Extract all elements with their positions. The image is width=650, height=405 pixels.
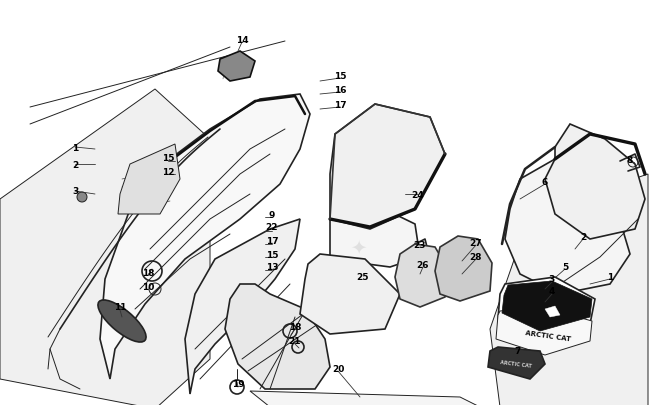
Text: 6: 6: [542, 177, 548, 186]
Text: 21: 21: [289, 337, 301, 345]
Text: 7: 7: [515, 347, 521, 356]
Polygon shape: [218, 52, 255, 82]
Text: 17: 17: [333, 100, 346, 109]
Text: 20: 20: [332, 364, 344, 373]
Ellipse shape: [98, 300, 146, 342]
Text: 18: 18: [142, 268, 154, 277]
Text: 3: 3: [549, 275, 555, 284]
Polygon shape: [330, 207, 420, 267]
Polygon shape: [250, 391, 480, 405]
Polygon shape: [490, 175, 648, 405]
Text: ✦: ✦: [350, 238, 366, 257]
Polygon shape: [545, 306, 560, 317]
Text: ARCTIC CAT: ARCTIC CAT: [500, 359, 532, 367]
Polygon shape: [395, 244, 448, 307]
Text: 12: 12: [162, 167, 174, 176]
Text: 4: 4: [549, 287, 555, 296]
Text: 15: 15: [162, 153, 174, 162]
Text: 9: 9: [269, 210, 275, 219]
Polygon shape: [118, 145, 180, 215]
Text: 5: 5: [562, 263, 568, 272]
Text: 10: 10: [142, 283, 154, 292]
Polygon shape: [498, 277, 595, 339]
Text: 8: 8: [627, 155, 633, 164]
Text: 1: 1: [607, 273, 613, 282]
Polygon shape: [496, 307, 592, 355]
Text: 18: 18: [289, 323, 301, 332]
Polygon shape: [505, 160, 630, 294]
Text: 11: 11: [114, 303, 126, 312]
Text: 16: 16: [333, 85, 346, 94]
Polygon shape: [545, 125, 645, 239]
Text: 23: 23: [414, 240, 426, 249]
Text: 14: 14: [236, 35, 248, 45]
Polygon shape: [435, 237, 492, 301]
Text: 15: 15: [266, 250, 278, 259]
Text: ARCTIC CAT: ARCTIC CAT: [525, 329, 571, 341]
Polygon shape: [330, 105, 445, 230]
Circle shape: [77, 192, 87, 202]
Text: 17: 17: [266, 237, 278, 246]
Text: 1: 1: [72, 143, 78, 152]
Polygon shape: [225, 284, 330, 389]
Text: 2: 2: [72, 160, 78, 169]
Text: 2: 2: [580, 233, 586, 242]
Text: 3: 3: [72, 187, 78, 196]
Polygon shape: [100, 95, 310, 379]
Polygon shape: [0, 90, 210, 405]
Polygon shape: [300, 254, 400, 334]
Text: 24: 24: [411, 190, 424, 199]
Text: 28: 28: [470, 252, 482, 261]
Text: 25: 25: [357, 273, 369, 282]
Polygon shape: [502, 281, 592, 331]
Text: 22: 22: [266, 223, 278, 232]
Text: 26: 26: [417, 260, 429, 269]
Text: 15: 15: [333, 71, 346, 80]
Polygon shape: [185, 220, 300, 394]
Polygon shape: [488, 347, 545, 379]
Text: 13: 13: [266, 263, 278, 272]
Text: 19: 19: [231, 379, 244, 388]
Text: 27: 27: [470, 238, 482, 247]
